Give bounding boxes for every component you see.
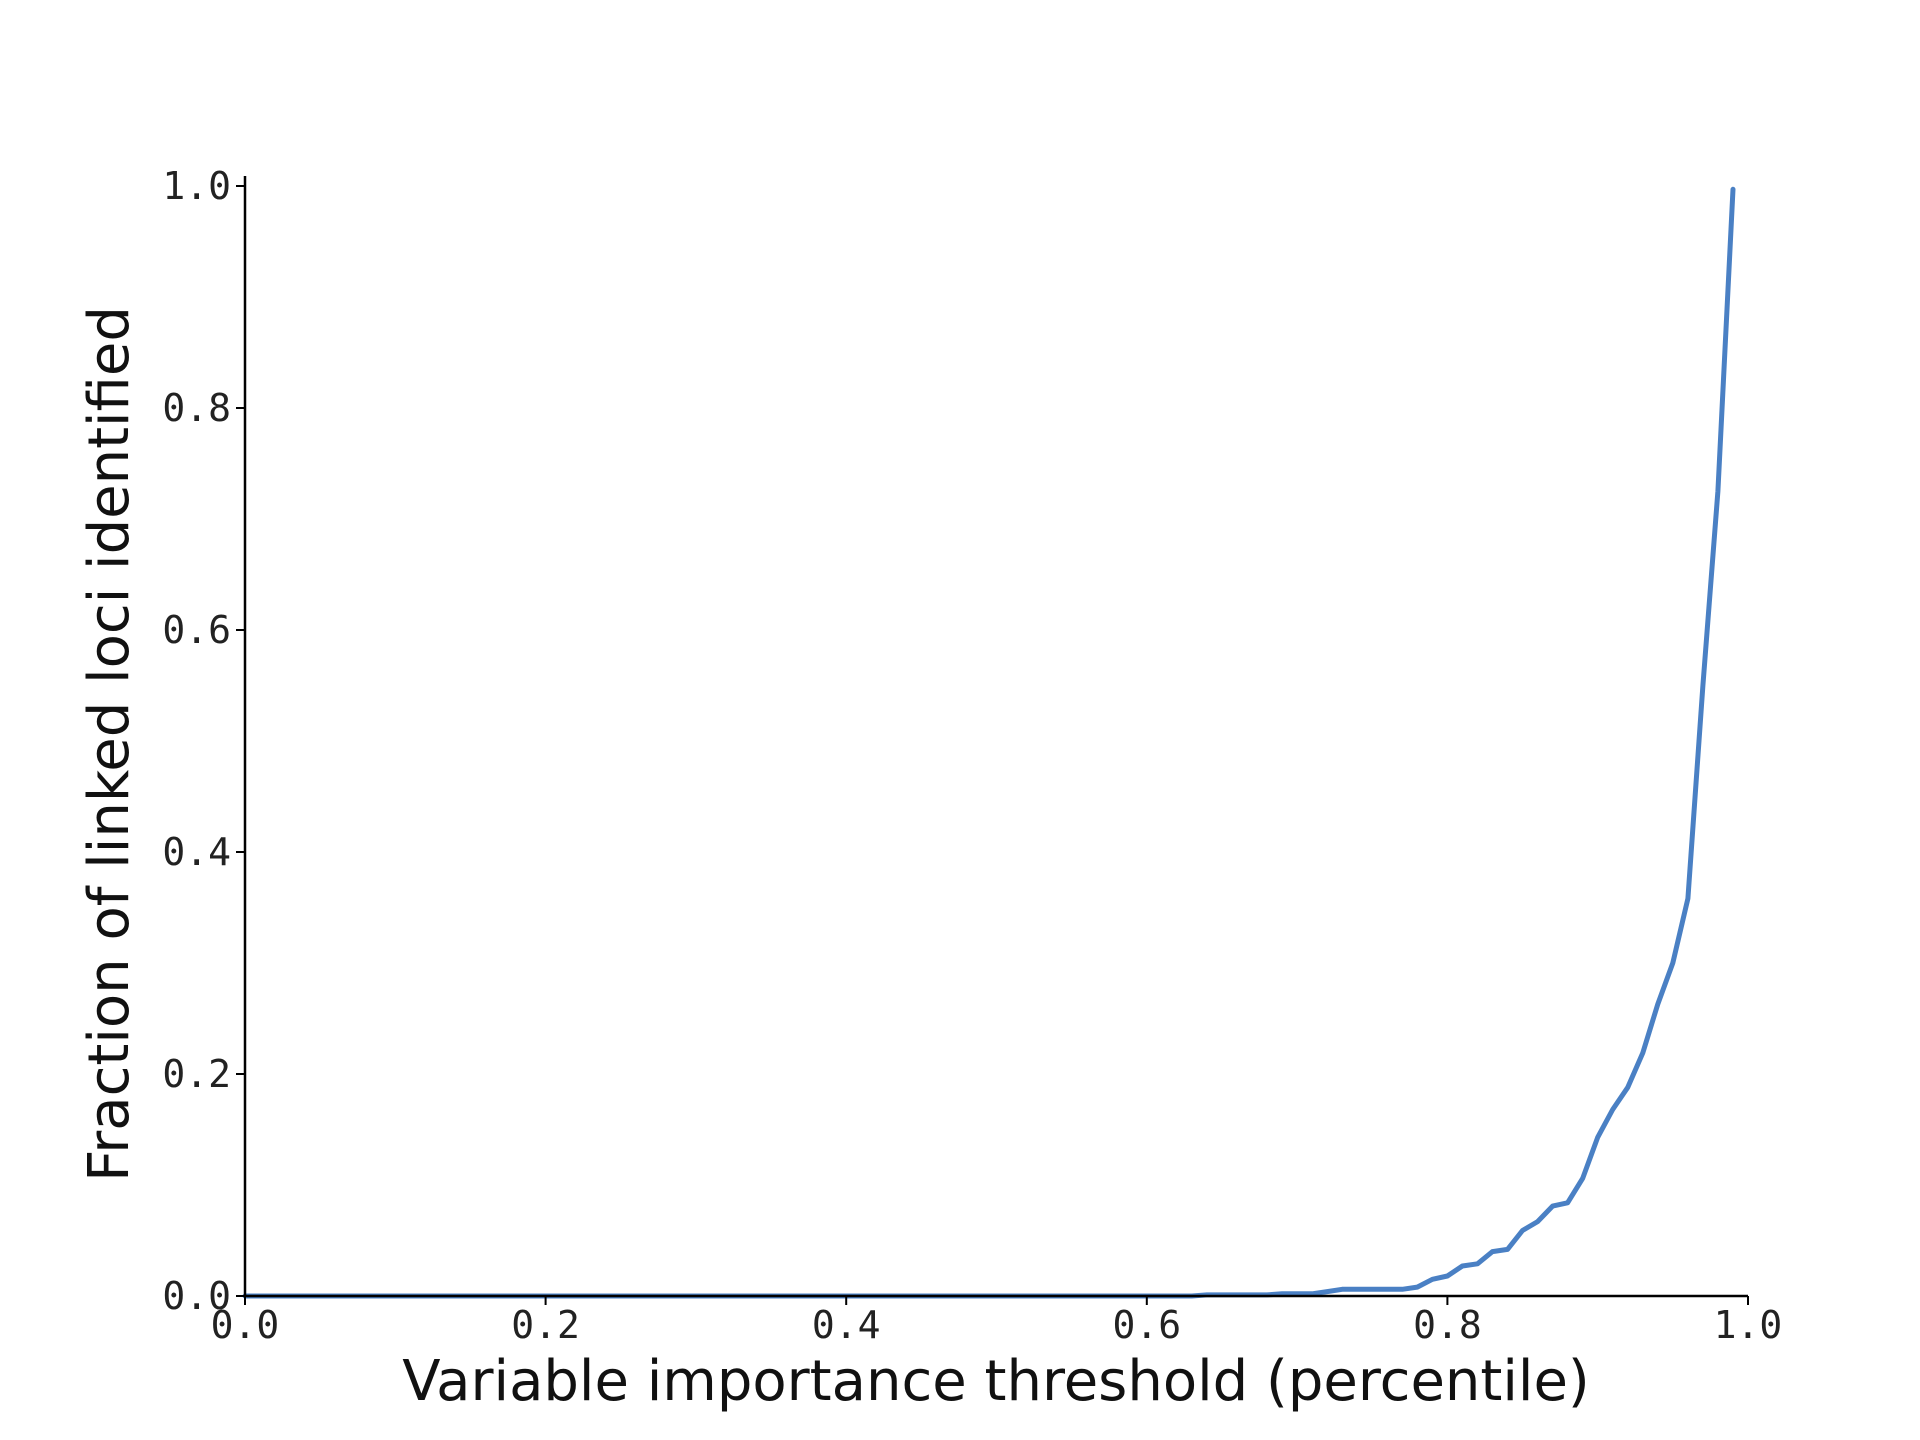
y-tick-label: 0.0 — [162, 1274, 231, 1318]
x-tick-label: 0.0 — [211, 1303, 280, 1347]
x-tick-label: 1.0 — [1714, 1303, 1783, 1347]
y-tick-label: 1.0 — [162, 164, 231, 208]
axes — [243, 176, 1748, 1298]
y-tick-label: 0.6 — [162, 608, 231, 652]
y-axis-title: Fraction of linked loci identified — [77, 306, 142, 1182]
series-line — [242, 186, 1736, 1299]
x-tick-label: 0.2 — [511, 1303, 580, 1347]
y-tick-label: 0.2 — [162, 1052, 231, 1096]
y-tick-label: 0.4 — [162, 830, 231, 874]
x-axis-title: Variable importance threshold (percentil… — [402, 1349, 1590, 1414]
x-tick-label: 0.6 — [1112, 1303, 1181, 1347]
ticks: 0.0 0.2 0.4 0.6 0.8 1.0 0.0 0.2 0.4 0.6 0.8 1.0 — [162, 164, 1782, 1347]
y-tick-label: 0.8 — [162, 386, 231, 430]
x-tick-label: 0.4 — [812, 1303, 881, 1347]
x-tick-label: 0.8 — [1413, 1303, 1482, 1347]
plot-area — [242, 186, 1736, 1299]
